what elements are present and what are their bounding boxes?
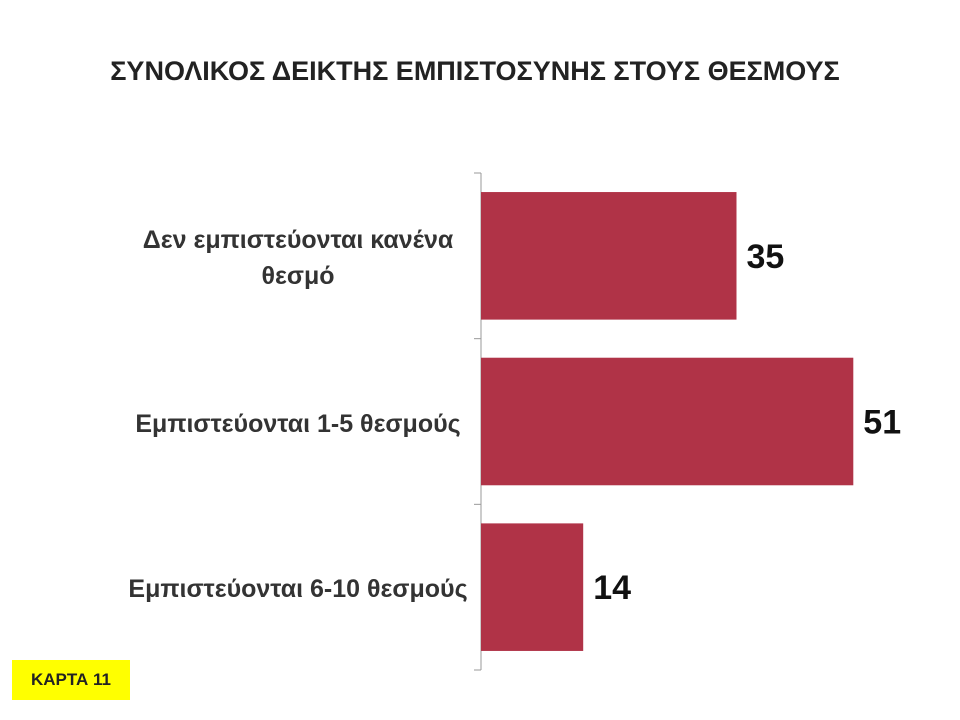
category-label: Δεν εμπιστεύονται κανένα θεσμό	[142, 225, 454, 290]
category-label: Εμπιστεύονται 1-5 θεσμούς	[135, 409, 461, 438]
value-label: 51	[863, 403, 901, 441]
bar	[481, 523, 584, 651]
category-label: Εμπιστεύονται 6-10 θεσμούς	[128, 575, 468, 604]
bar	[481, 192, 737, 320]
bar	[481, 357, 854, 486]
value-label: 35	[747, 238, 785, 276]
slide-tag: ΚΑΡΤΑ 11	[12, 660, 130, 700]
value-label: 14	[593, 569, 631, 607]
chart-title: ΣΥΝΟΛΙΚΟΣ ΔΕΙΚΤΗΣ ΕΜΠΙΣΤΟΣΥΝΗΣ ΣΤΟΥΣ ΘΕΣ…	[110, 56, 840, 86]
